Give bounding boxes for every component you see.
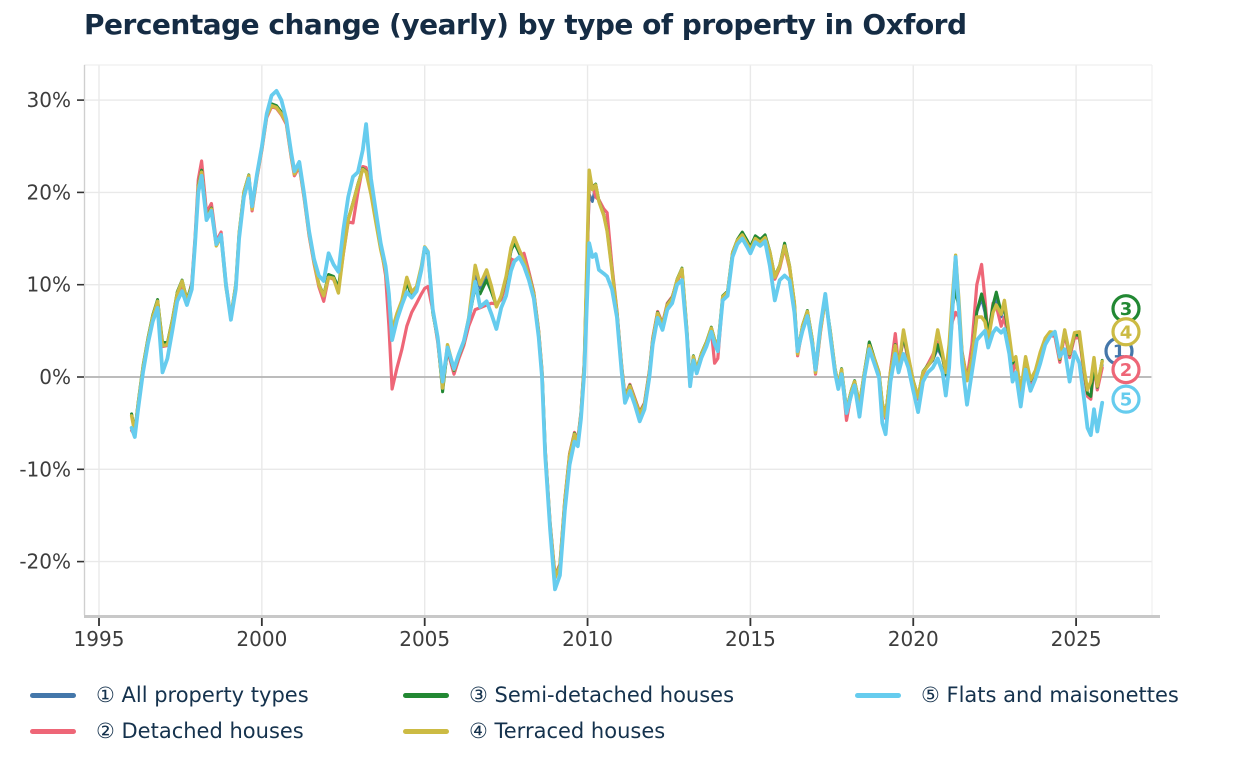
- series-path-flats-and-maisonettes: [129, 89, 1105, 592]
- y-tick-label: -20%: [19, 550, 71, 574]
- series-line-terraced-houses: [129, 103, 1104, 579]
- end-marker-terraced-houses: 4: [1111, 317, 1141, 347]
- x-tick-label: 1995: [74, 627, 125, 651]
- x-tick-label: 2000: [236, 627, 287, 651]
- legend-swatch-all-property-types: [30, 692, 76, 698]
- y-tick-label: 30%: [27, 88, 71, 112]
- series-line-flats-and-maisonettes: [129, 89, 1105, 592]
- end-marker-digit: 2: [1120, 360, 1133, 381]
- legend-label-all-property-types: ① All property types: [96, 683, 309, 707]
- series-line-semi-detached-houses: [130, 102, 1104, 578]
- legend-swatch-semi-detached-houses: [403, 692, 449, 698]
- legend-item-all-property-types: ① All property types: [30, 678, 309, 712]
- series-path-detached-houses: [130, 104, 1104, 578]
- y-tick-label: 10%: [27, 273, 71, 297]
- x-tick-label: 2005: [399, 627, 450, 651]
- y-tick-label: 0%: [39, 365, 71, 389]
- legend-swatch-terraced-houses: [403, 728, 449, 734]
- x-tick-label: 2010: [562, 627, 613, 651]
- legend-item-terraced-houses: ④ Terraced houses: [403, 714, 665, 748]
- x-tick-label: 2025: [1051, 627, 1102, 651]
- legend-item-flats-and-maisonettes: ⑤ Flats and maisonettes: [855, 678, 1179, 712]
- legend-label-detached-houses: ② Detached houses: [96, 719, 304, 743]
- series-path-terraced-houses: [129, 103, 1104, 579]
- end-marker-digit: 4: [1120, 322, 1133, 343]
- legend-label-terraced-houses: ④ Terraced houses: [469, 719, 666, 743]
- x-tick-label: 2015: [725, 627, 776, 651]
- y-tick-label: 20%: [27, 180, 71, 204]
- end-marker-digit: 3: [1120, 299, 1133, 320]
- end-marker-circle: [1111, 317, 1141, 347]
- series-path-semi-detached-houses: [130, 102, 1104, 578]
- series-line-all-property-types: [130, 103, 1104, 580]
- chart-title: Percentage change (yearly) by type of pr…: [84, 8, 967, 41]
- legend-item-detached-houses: ② Detached houses: [30, 714, 304, 748]
- end-marker-circle: [1111, 384, 1141, 414]
- end-marker-digit: 5: [1120, 390, 1133, 411]
- end-marker-circle: [1111, 355, 1141, 385]
- legend-label-flats-and-maisonettes: ⑤ Flats and maisonettes: [921, 683, 1179, 707]
- legend-swatch-flats-and-maisonettes: [855, 692, 901, 698]
- legend-swatch-detached-houses: [30, 728, 76, 734]
- series-line-detached-houses: [130, 104, 1104, 578]
- end-marker-semi-detached-houses: 3: [1111, 294, 1141, 324]
- axes: 1995 2000 2005 2010 2015 2020 2025 30% 20% 10% 0% -…: [19, 64, 1160, 651]
- end-marker-detached-houses: 2: [1111, 355, 1141, 385]
- gridlines: [84, 65, 1152, 615]
- legend-label-semi-detached-houses: ③ Semi-detached houses: [469, 683, 735, 707]
- y-tick-label: -10%: [19, 457, 71, 481]
- end-marker-flats-and-maisonettes: 5: [1111, 384, 1141, 414]
- legend-item-semi-detached-houses: ③ Semi-detached houses: [403, 678, 734, 712]
- series-path-all-property-types: [130, 103, 1104, 580]
- x-tick-label: 2020: [888, 627, 939, 651]
